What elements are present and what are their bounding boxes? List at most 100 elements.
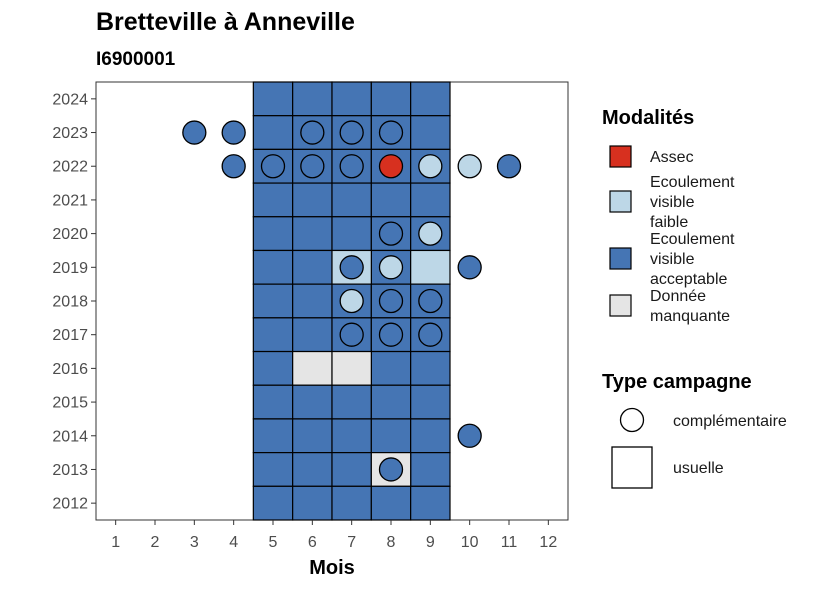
tile-2016-8 [370,350,412,386]
point-2019-10 [457,255,482,280]
tile-2015-8 [370,384,412,420]
tile-2012-8 [370,485,412,521]
complementaire-points [182,120,522,482]
tile-2018-5 [252,283,294,319]
x-tick-label: 5 [269,534,278,551]
tile-2017-6 [292,317,333,353]
x-tick-label: 3 [190,534,199,551]
legend-label: faible [650,214,688,231]
point-2022-7 [339,154,364,179]
tile-2014-5 [252,418,294,454]
tile-2019-9 [410,249,451,285]
tile-2015-5 [252,384,294,420]
legend-label: Ecoulement [650,174,735,191]
x-tick-label: 4 [229,534,238,551]
legend-label: manquante [650,308,730,325]
tile-2019-6 [292,249,333,285]
y-tick-label: 2014 [52,428,88,445]
legend-key [609,247,632,270]
y-tick-label: 2021 [52,192,88,209]
tile-2012-7 [331,485,372,521]
y-tick-label: 2015 [52,395,88,412]
legend-key-square [611,446,653,489]
point-2022-8 [378,154,404,179]
legend-key [609,145,632,168]
tile-2019-5 [252,249,294,285]
tile-2015-9 [410,384,451,420]
tile-2024-5 [252,81,294,117]
x-tick-label: 9 [426,534,435,551]
tile-2020-6 [292,216,333,252]
point-2022-5 [260,154,286,179]
legend-label: visible [650,194,695,211]
legend-label: complémentaire [673,413,787,430]
point-2022-4 [221,154,246,179]
point-2023-4 [221,120,246,145]
x-tick-label: 8 [387,534,396,551]
x-tick-label: 1 [111,534,120,551]
point-2014-10 [457,423,482,448]
tile-2018-6 [292,283,333,319]
point-2022-10 [457,154,482,179]
x-tick-label: 12 [539,534,557,551]
point-2017-7 [339,322,364,347]
legend: ModalitésAssecEcoulementvisiblefaibleEco… [602,107,787,489]
legend-label: Donnée [650,288,706,305]
x-axis: 1 2 3 4 5 6 7 8 9 10 11 12 [111,520,557,551]
legend-label: Assec [650,149,694,166]
tile-2021-9 [410,182,451,218]
point-2019-7 [339,255,364,280]
tile-2014-9 [410,418,451,454]
y-axis: 2012 2013 2014 2015 2016 2017 2018 2019 2020 2021… [52,91,96,513]
tile-2013-5 [252,452,294,487]
tile-2024-8 [370,81,412,117]
point-2023-7 [339,120,364,145]
x-tick-label: 6 [308,534,317,551]
tile-2016-7 [331,350,372,386]
y-tick-label: 2016 [52,361,88,378]
tile-2021-7 [331,182,372,218]
y-tick-label: 2024 [52,91,88,108]
tile-2012-5 [252,485,294,521]
y-tick-label: 2022 [52,159,88,176]
tile-2023-5 [252,115,294,150]
legend-label: acceptable [650,271,727,288]
point-2013-8 [378,457,404,482]
tile-2014-7 [331,418,372,454]
point-2018-8 [378,288,404,314]
point-2022-9 [418,154,443,179]
chart-subtitle: I6900001 [96,49,176,70]
tile-2016-9 [410,350,451,386]
tile-2015-7 [331,384,372,420]
tile-2013-6 [292,452,333,487]
legend-label: usuelle [673,460,724,477]
y-tick-label: 2013 [52,462,88,479]
point-2020-9 [418,221,443,246]
point-2022-11 [496,154,522,179]
x-tick-label: 2 [151,534,160,551]
chart-title: Bretteville à Anneville [96,8,355,36]
y-tick-label: 2017 [52,327,88,344]
y-tick-label: 2020 [52,226,88,243]
legend-label: Ecoulement [650,231,735,248]
point-2022-6 [300,154,325,179]
tile-2021-6 [292,182,333,218]
legend-title-type-campagne: Type campagne [602,371,752,393]
point-2020-8 [378,221,404,246]
y-tick-label: 2019 [52,260,88,277]
legend-key [609,294,632,317]
tile-2013-7 [331,452,372,487]
tile-2014-8 [370,418,412,454]
legend-key-circle [619,407,645,433]
point-2017-8 [378,322,404,347]
point-2017-9 [418,322,443,347]
legend-key [609,190,632,213]
y-tick-label: 2023 [52,125,88,142]
y-tick-label: 2012 [52,496,88,513]
tile-2020-7 [331,216,372,252]
x-tick-label: 7 [347,534,356,551]
point-2023-3 [182,120,207,145]
x-tick-label: 10 [461,534,479,551]
tile-2012-9 [410,485,451,521]
